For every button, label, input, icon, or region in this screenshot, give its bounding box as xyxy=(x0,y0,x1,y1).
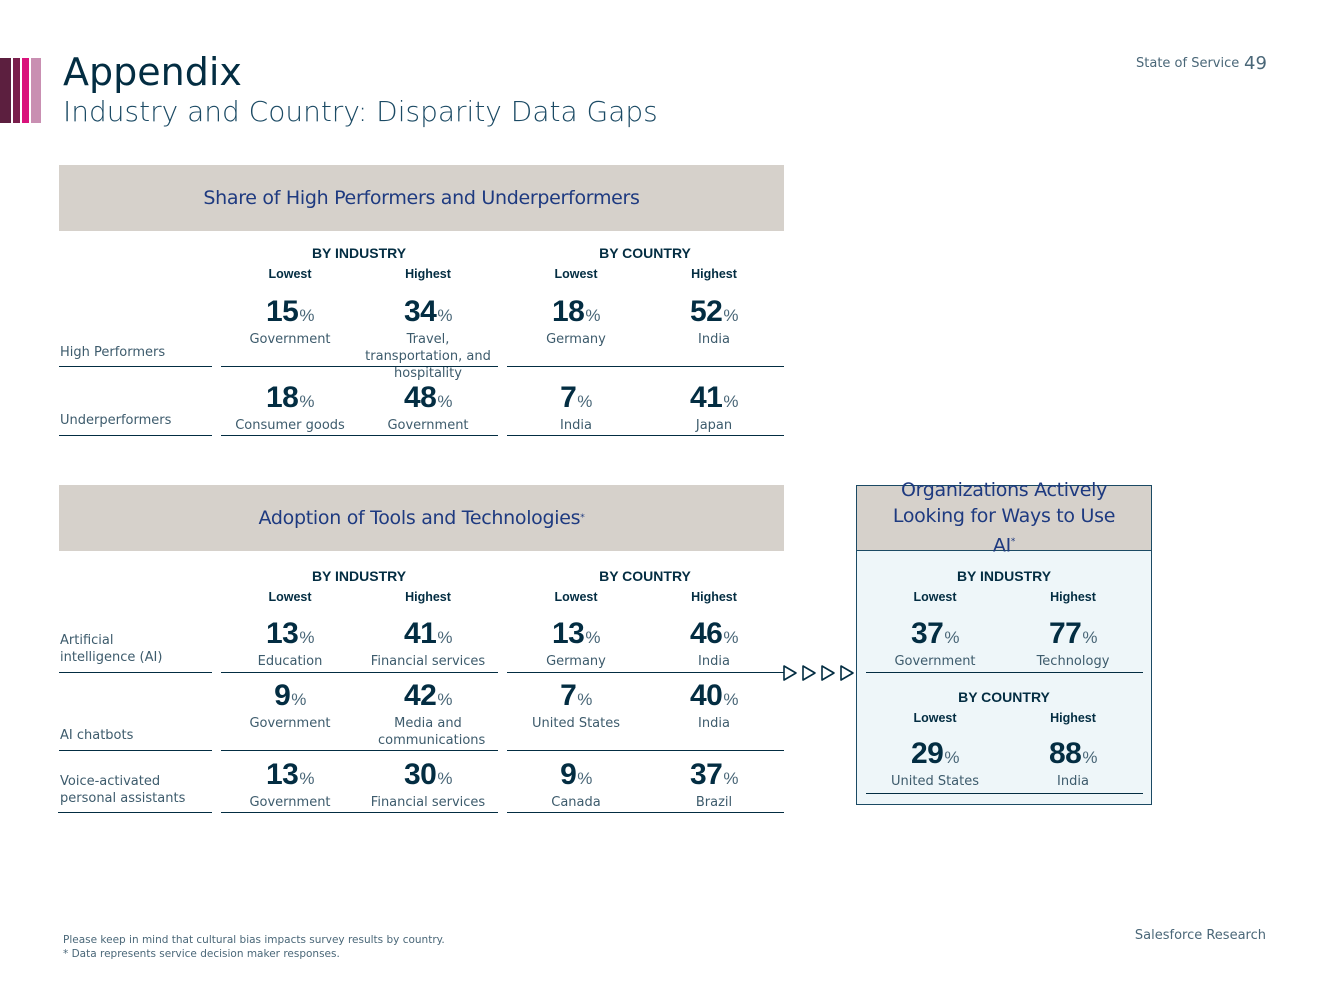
arrow-connector-icon xyxy=(783,665,854,681)
divider xyxy=(866,793,1143,794)
adoption-industry-highest: Highest xyxy=(405,590,451,604)
row-label-voice-assistants: Voice-activated personal assistants xyxy=(60,774,186,806)
stat-under-country-highest: 41% Japan xyxy=(690,381,738,434)
stat-chatbots-industry-lowest: 9% Government xyxy=(249,679,331,732)
stat-ai-orgs-industry-lowest: 37% Government xyxy=(894,617,976,670)
divider xyxy=(221,750,498,751)
stat-high-industry-lowest: 15% Government xyxy=(249,295,331,348)
ai-orgs-group-country: BY COUNTRY xyxy=(958,689,1050,705)
stat-under-industry-lowest: 18% Consumer goods xyxy=(235,381,345,434)
performers-group-industry: BY INDUSTRY xyxy=(311,245,407,261)
divider xyxy=(507,672,784,673)
accent-bar-dark xyxy=(0,58,11,123)
divider xyxy=(507,366,784,367)
divider xyxy=(221,366,498,367)
stat-voice-country-highest: 37% Brazil xyxy=(690,758,738,811)
divider xyxy=(507,812,784,813)
ai-orgs-country-lowest: Lowest xyxy=(913,711,957,725)
stat-voice-industry-highest: 30% Financial services xyxy=(370,758,486,811)
row-label-ai: Artificial intelligence (AI) xyxy=(60,633,163,665)
performers-country-highest: Highest xyxy=(691,267,737,281)
stat-ai-industry-highest: 41% Financial services xyxy=(370,617,486,670)
performers-industry-lowest: Lowest xyxy=(268,267,312,281)
divider xyxy=(507,750,784,751)
divider xyxy=(58,812,212,813)
divider xyxy=(221,812,498,813)
row-label-ai-chatbots: AI chatbots xyxy=(60,728,134,743)
stat-voice-country-lowest: 9% Canada xyxy=(551,758,601,811)
page-title: Appendix xyxy=(63,50,242,94)
ai-orgs-title: Organizations Actively Looking for Ways … xyxy=(892,479,1116,557)
divider xyxy=(221,672,498,673)
ai-orgs-country-highest: Highest xyxy=(1050,711,1096,725)
stat-under-country-lowest: 7% India xyxy=(560,381,592,434)
ai-orgs-group-industry: BY INDUSTRY xyxy=(956,568,1052,584)
performers-country-lowest: Lowest xyxy=(554,267,598,281)
footnote-data-source: * Data represents service decision maker… xyxy=(63,948,340,960)
ai-orgs-industry-lowest: Lowest xyxy=(913,590,957,604)
adoption-group-country: BY COUNTRY xyxy=(599,568,691,584)
report-name: State of Service xyxy=(1136,56,1240,71)
performers-title: Share of High Performers and Underperfor… xyxy=(203,187,640,209)
page-subtitle: Industry and Country: Disparity Data Gap… xyxy=(63,95,658,128)
performers-industry-highest: Highest xyxy=(405,267,451,281)
stat-chatbots-industry-highest: 42% Media and communications xyxy=(378,679,486,749)
performers-group-country: BY COUNTRY xyxy=(599,245,691,261)
stat-ai-industry-lowest: 13% Education xyxy=(257,617,323,670)
accent-bar-pink xyxy=(31,58,41,123)
divider xyxy=(59,435,212,436)
ai-orgs-header: Organizations Actively Looking for Ways … xyxy=(857,479,1151,557)
accent-bar-maroon xyxy=(13,58,20,123)
stat-ai-country-highest: 46% India xyxy=(690,617,738,670)
stat-chatbots-country-highest: 40% India xyxy=(690,679,738,732)
stat-under-industry-highest: 48% Government xyxy=(387,381,469,434)
adoption-country-highest: Highest xyxy=(691,590,737,604)
adoption-banner: Adoption of Tools and Technologies * xyxy=(59,485,784,551)
footnote-mark: * xyxy=(1010,537,1016,548)
adoption-title: Adoption of Tools and Technologies xyxy=(258,507,581,529)
divider xyxy=(59,750,212,751)
page-number: 49 xyxy=(1244,53,1267,74)
stat-high-country-lowest: 18% Germany xyxy=(546,295,606,348)
row-label-underperformers: Underperformers xyxy=(60,413,172,428)
stat-ai-orgs-industry-highest: 77% Technology xyxy=(1036,617,1110,670)
row-label-high-performers: High Performers xyxy=(60,345,166,360)
accent-bar-magenta xyxy=(22,58,29,123)
divider xyxy=(59,672,212,673)
performers-banner: Share of High Performers and Underperfor… xyxy=(59,165,784,231)
adoption-group-industry: BY INDUSTRY xyxy=(311,568,407,584)
brand-name: Salesforce Research xyxy=(1134,928,1266,943)
divider xyxy=(507,435,784,436)
stat-ai-orgs-country-highest: 88% India xyxy=(1049,737,1097,790)
footnote-cultural-bias: Please keep in mind that cultural bias i… xyxy=(63,934,445,946)
stat-ai-orgs-country-lowest: 29% United States xyxy=(890,737,980,790)
stat-ai-country-lowest: 13% Germany xyxy=(546,617,606,670)
stat-chatbots-country-lowest: 7% United States xyxy=(531,679,621,732)
stat-high-industry-highest: 34% Travel, transportation, and hospital… xyxy=(365,295,491,382)
stat-high-country-highest: 52% India xyxy=(690,295,738,348)
adoption-industry-lowest: Lowest xyxy=(268,590,312,604)
divider xyxy=(221,435,498,436)
stat-voice-industry-lowest: 13% Government xyxy=(249,758,331,811)
adoption-country-lowest: Lowest xyxy=(554,590,598,604)
footnote-mark: * xyxy=(580,513,585,523)
divider xyxy=(59,366,212,367)
ai-orgs-industry-highest: Highest xyxy=(1050,590,1096,604)
divider xyxy=(866,672,1143,673)
